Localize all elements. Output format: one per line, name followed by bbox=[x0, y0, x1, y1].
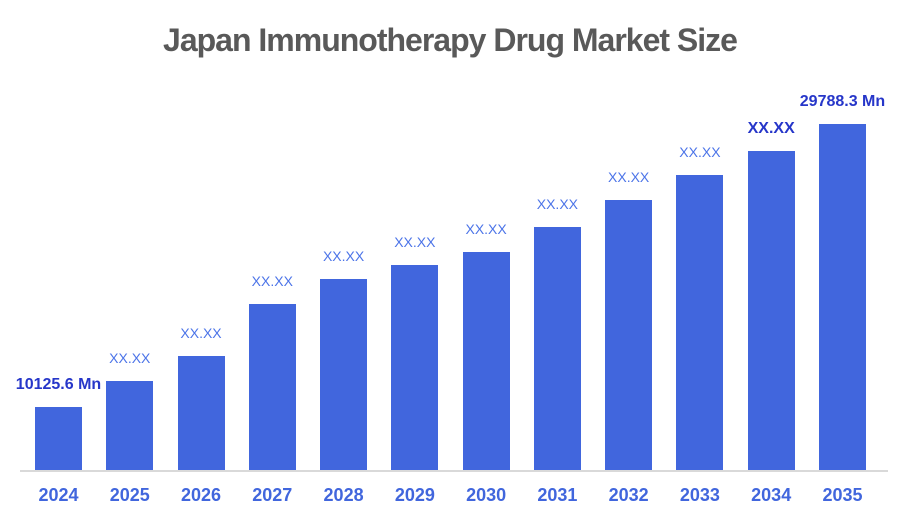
x-tick-2030: 2030 bbox=[466, 485, 507, 505]
x-axis-line bbox=[20, 470, 888, 472]
x-tick-2029: 2029 bbox=[394, 485, 435, 505]
data-label-2024: 10125.6 Mn bbox=[15, 376, 102, 393]
x-tick-2024: 2024 bbox=[38, 485, 79, 505]
bar-2029 bbox=[391, 265, 439, 470]
x-tick-2032: 2032 bbox=[608, 485, 649, 505]
data-label-2025: XX.XX bbox=[109, 350, 151, 366]
x-tick-2027: 2027 bbox=[252, 485, 293, 505]
data-label-2026: XX.XX bbox=[180, 325, 222, 341]
chart-title: Japan Immunotherapy Drug Market Size bbox=[163, 22, 738, 58]
x-tick-2031: 2031 bbox=[537, 485, 578, 505]
bar-2024 bbox=[35, 407, 82, 470]
data-label-2031: XX.XX bbox=[536, 196, 578, 212]
bar-2034 bbox=[747, 151, 795, 470]
bar-2030 bbox=[462, 252, 510, 470]
x-tick-2026: 2026 bbox=[181, 485, 222, 505]
bar-2026 bbox=[177, 356, 225, 470]
bar-2035 bbox=[818, 124, 866, 470]
data-label-2028: XX.XX bbox=[322, 248, 365, 264]
bar-2031 bbox=[533, 227, 581, 470]
data-label-2034: XX.XX bbox=[747, 120, 795, 137]
bar-2033 bbox=[676, 175, 724, 470]
x-tick-2033: 2033 bbox=[679, 485, 720, 505]
data-label-2027: XX.XX bbox=[251, 273, 293, 289]
data-label-2030: XX.XX bbox=[465, 221, 507, 237]
bar-2025 bbox=[106, 381, 154, 470]
data-label-2032: XX.XX bbox=[608, 169, 650, 185]
bar-2027 bbox=[248, 304, 296, 470]
bar-2028 bbox=[320, 279, 368, 470]
x-tick-2034: 2034 bbox=[751, 485, 792, 505]
bar-2032 bbox=[605, 200, 653, 470]
x-tick-2028: 2028 bbox=[323, 485, 364, 505]
x-tick-2025: 2025 bbox=[109, 485, 150, 505]
data-label-2035: 29788.3 Mn bbox=[799, 93, 886, 110]
x-tick-2035: 2035 bbox=[822, 485, 863, 505]
data-label-2033: XX.XX bbox=[679, 144, 721, 160]
data-label-2029: XX.XX bbox=[394, 234, 436, 250]
